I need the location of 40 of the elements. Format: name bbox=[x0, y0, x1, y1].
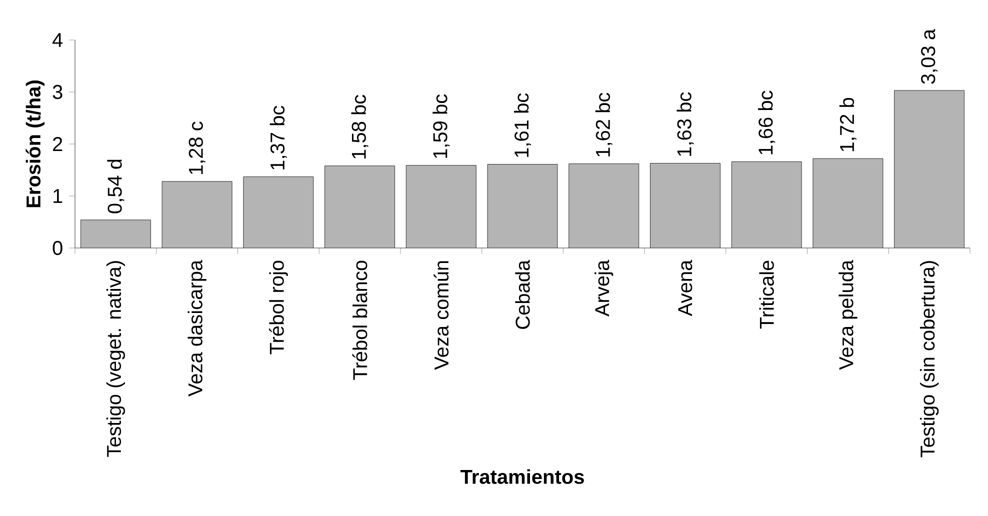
x-tick-label: Testigo (sin cobertura) bbox=[920, 261, 939, 458]
bar bbox=[650, 163, 720, 248]
x-tick-label: Trébol blanco bbox=[352, 260, 368, 380]
bar bbox=[488, 164, 558, 248]
x-tick-label: Veza común bbox=[434, 261, 449, 370]
x-tick-label: Testigo (veget. nativa) bbox=[106, 261, 126, 457]
data-label: 1,28 c bbox=[188, 122, 206, 174]
y-tick-label: 4 bbox=[52, 33, 63, 47]
data-label: 1,63 bc bbox=[676, 92, 694, 156]
bar bbox=[406, 165, 476, 248]
x-axis-title: Tratamientos bbox=[460, 469, 584, 484]
data-label: 1,61 bc bbox=[514, 93, 532, 157]
data-label: 0,54 d bbox=[107, 160, 124, 214]
y-tick-label: 0 bbox=[52, 240, 62, 256]
x-tick-label: Veza peluda bbox=[838, 260, 858, 370]
bar bbox=[324, 166, 395, 248]
y-tick-label: 1 bbox=[54, 189, 62, 203]
bar bbox=[568, 164, 639, 248]
y-axis-title: Erosión (t/ha) bbox=[26, 80, 44, 208]
bar bbox=[812, 158, 883, 248]
bar bbox=[80, 220, 151, 248]
data-label: 1,66 bc bbox=[758, 90, 776, 154]
x-tick-label: Trébol rojo bbox=[268, 260, 288, 354]
x-tick-label: Triticale bbox=[759, 260, 774, 329]
y-tick-label: 3 bbox=[52, 84, 62, 100]
bar bbox=[732, 162, 802, 248]
y-tick-label: 2 bbox=[53, 137, 62, 151]
data-label: 1,62 bc bbox=[595, 92, 612, 156]
bar bbox=[162, 181, 232, 248]
data-label: 1,59 bc bbox=[432, 94, 450, 158]
data-label: 1,58 bc bbox=[351, 94, 368, 158]
x-tick-label: Arveja bbox=[594, 260, 614, 317]
x-tick-label: Cebada bbox=[515, 260, 530, 329]
x-tick-label: Avena bbox=[678, 260, 692, 316]
data-label: 3,03 a bbox=[921, 28, 938, 84]
x-tick-label: Veza dasicarpa bbox=[188, 260, 206, 397]
bar bbox=[894, 90, 964, 248]
bar bbox=[243, 176, 314, 248]
data-label: 1,72 b bbox=[839, 98, 856, 152]
data-label: 1,37 bc bbox=[270, 106, 287, 170]
